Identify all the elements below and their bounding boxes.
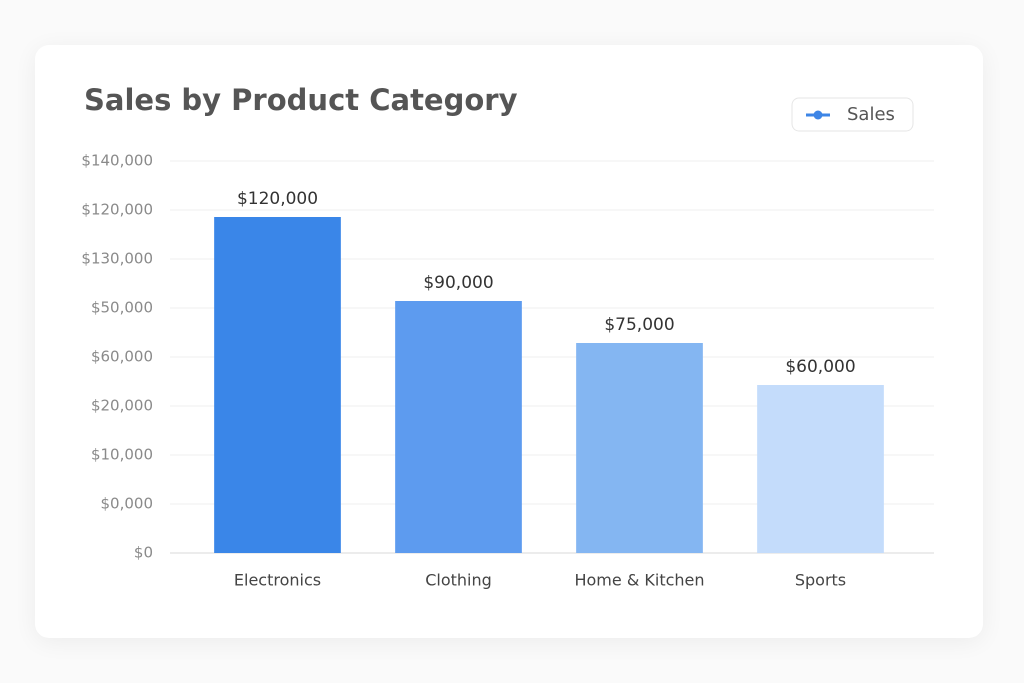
y-tick-label: $0,000 (101, 495, 154, 513)
legend-label: Sales (847, 104, 895, 125)
y-tick-label: $120,000 (81, 201, 153, 219)
y-tick-label: $50,000 (91, 299, 153, 317)
x-tick-label: Sports (795, 571, 846, 590)
x-tick-label: Electronics (234, 571, 321, 590)
x-tick-label: Home & Kitchen (574, 571, 704, 590)
legend-marker-dot (813, 110, 823, 120)
data-label: $120,000 (237, 189, 318, 209)
data-label: $60,000 (785, 357, 855, 377)
data-label: $90,000 (423, 273, 493, 293)
data-label: $75,000 (604, 315, 674, 335)
bar (576, 343, 703, 553)
y-tick-label: $20,000 (91, 397, 153, 415)
y-tick-label: $60,000 (91, 348, 153, 366)
x-tick-label: Clothing (425, 571, 492, 590)
bar (395, 301, 522, 553)
y-tick-label: $140,000 (81, 152, 153, 170)
y-tick-label: $0 (134, 544, 153, 562)
bar (214, 217, 341, 553)
y-tick-label: $10,000 (91, 446, 153, 464)
bar (757, 385, 884, 553)
legend-box (791, 97, 914, 132)
chart-title: Sales by Product Category (84, 83, 518, 117)
y-tick-label: $130,000 (81, 250, 153, 268)
